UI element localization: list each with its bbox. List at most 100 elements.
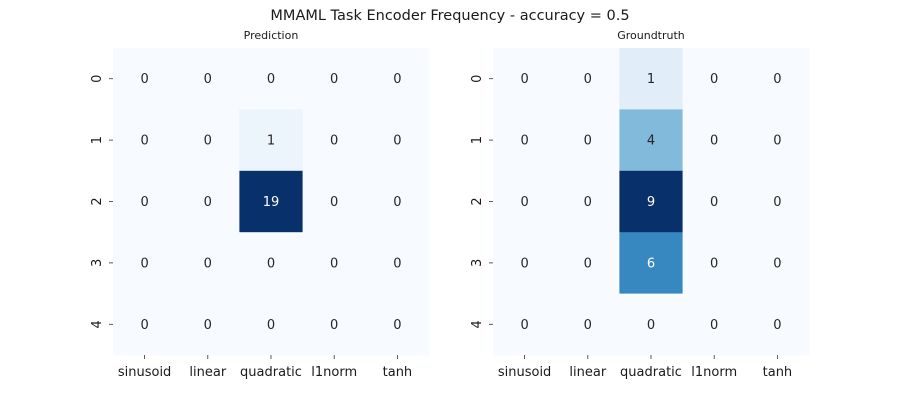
prediction-cell-r3-c0 (113, 232, 177, 295)
groundtruth-cell-label-r1-c0: 0 (520, 134, 528, 149)
groundtruth-cell-label-r3-c2: 6 (647, 256, 655, 271)
groundtruth-cell-r4-c2 (619, 293, 684, 356)
prediction-cell-r1-c3 (302, 109, 367, 172)
prediction-cell-r1-c4 (365, 109, 430, 172)
groundtruth-cell-r1-c1 (556, 109, 620, 172)
prediction-cell-r2-c2 (239, 170, 304, 233)
prediction-cell-label-r3-c3: 0 (330, 256, 338, 271)
groundtruth-cell-label-r4-c3: 0 (710, 318, 718, 333)
groundtruth-cell-r4-c3 (682, 293, 747, 356)
groundtruth-cell-r1-c2 (619, 109, 684, 172)
groundtruth-cell-label-r3-c3: 0 (710, 256, 718, 271)
prediction-cell-label-r0-c3: 0 (330, 72, 338, 87)
groundtruth-cell-label-r4-c2: 0 (647, 318, 655, 333)
groundtruth-cell-r0-c2 (619, 48, 684, 110)
groundtruth-cell-r1-c4 (745, 109, 810, 172)
groundtruth-heatmap: Groundtruth 0 0 1 0 0 0 0 4 0 0 0 0 9 0 0 0 0 6 0 0 0 0 0 0 0 sinu… (470, 29, 810, 380)
groundtruth-cell-label-r2-c1: 0 (584, 195, 592, 210)
groundtruth-cell-label-r4-c1: 0 (584, 318, 592, 333)
prediction-cell-r1-c2 (239, 109, 304, 172)
prediction-cell-label-r3-c2: 0 (267, 256, 275, 271)
groundtruth-cell-r3-c1 (556, 232, 620, 295)
prediction-y-tick-label: 4 (90, 320, 105, 328)
groundtruth-x-tick-label: tanh (763, 365, 793, 380)
prediction-x-tick-label: linear (189, 365, 226, 380)
groundtruth-cell-r3-c2 (619, 232, 684, 295)
groundtruth-cell-label-r0-c3: 0 (710, 72, 718, 87)
prediction-cell-label-r1-c2: 1 (267, 134, 275, 149)
groundtruth-cell-label-r3-c4: 0 (773, 256, 781, 271)
prediction-cell-label-r1-c4: 0 (393, 134, 401, 149)
groundtruth-cell-label-r0-c1: 0 (584, 72, 592, 87)
groundtruth-cell-label-r4-c0: 0 (520, 318, 528, 333)
prediction-cell-r0-c4 (365, 48, 430, 110)
prediction-cell-label-r4-c1: 0 (204, 318, 212, 333)
prediction-x-tick-label: sinusoid (118, 365, 171, 380)
groundtruth-cell-label-r2-c4: 0 (773, 195, 781, 210)
prediction-cell-r4-c0 (113, 293, 177, 356)
groundtruth-y-tick-label: 2 (470, 197, 485, 205)
groundtruth-cell-label-r3-c1: 0 (584, 256, 592, 271)
prediction-cell-label-r3-c4: 0 (393, 256, 401, 271)
prediction-cell-label-r2-c1: 0 (204, 195, 212, 210)
groundtruth-x-tick-label: l1norm (691, 365, 737, 380)
groundtruth-title: Groundtruth (617, 29, 685, 42)
prediction-cell-r1-c0 (113, 109, 177, 172)
prediction-cell-label-r1-c0: 0 (140, 134, 148, 149)
groundtruth-cell-r4-c0 (493, 293, 557, 356)
groundtruth-cell-label-r1-c2: 4 (647, 134, 655, 149)
prediction-cell-label-r2-c2: 19 (263, 195, 280, 210)
groundtruth-cell-r1-c3 (682, 109, 747, 172)
groundtruth-cell-label-r0-c4: 0 (773, 72, 781, 87)
groundtruth-cell-label-r2-c3: 0 (710, 195, 718, 210)
groundtruth-cell-r2-c2 (619, 170, 684, 233)
groundtruth-cell-r4-c1 (556, 293, 620, 356)
groundtruth-cell-label-r4-c4: 0 (773, 318, 781, 333)
groundtruth-x-tick-label: quadratic (620, 365, 682, 380)
prediction-cell-label-r1-c3: 0 (330, 134, 338, 149)
groundtruth-cell-label-r2-c0: 0 (520, 195, 528, 210)
prediction-heatmap: Prediction 0 0 0 0 0 0 0 1 0 0 0 0 19 0 0 0 0 0 0 0 0 0 0 0 0 sinu… (90, 29, 430, 380)
groundtruth-x-tick-label: linear (569, 365, 606, 380)
prediction-cell-r3-c4 (365, 232, 430, 295)
groundtruth-cell-label-r1-c3: 0 (710, 134, 718, 149)
prediction-cell-r2-c4 (365, 170, 430, 233)
prediction-cell-label-r1-c1: 0 (204, 134, 212, 149)
groundtruth-cell-r2-c0 (493, 170, 557, 233)
prediction-cell-r0-c0 (113, 48, 177, 110)
prediction-y-tick-label: 1 (90, 136, 105, 144)
groundtruth-x-tick-label: sinusoid (498, 365, 551, 380)
groundtruth-cell-r0-c3 (682, 48, 747, 110)
groundtruth-cell-label-r2-c2: 9 (647, 195, 655, 210)
groundtruth-cell-r3-c3 (682, 232, 747, 295)
prediction-cell-r2-c0 (113, 170, 177, 233)
groundtruth-cell-r2-c4 (745, 170, 810, 233)
groundtruth-cell-label-r0-c2: 1 (647, 72, 655, 87)
prediction-cell-r2-c3 (302, 170, 367, 233)
groundtruth-cell-label-r1-c1: 0 (584, 134, 592, 149)
prediction-cell-label-r2-c4: 0 (393, 195, 401, 210)
prediction-cell-r4-c1 (176, 293, 240, 356)
prediction-x-tick-label: l1norm (311, 365, 357, 380)
groundtruth-cell-r0-c1 (556, 48, 620, 110)
prediction-cell-label-r0-c1: 0 (204, 72, 212, 87)
groundtruth-cell-r2-c3 (682, 170, 747, 233)
prediction-cell-r0-c1 (176, 48, 240, 110)
prediction-y-tick-label: 3 (90, 259, 105, 267)
prediction-cell-r1-c1 (176, 109, 240, 172)
groundtruth-cell-r3-c4 (745, 232, 810, 295)
prediction-cell-r0-c2 (239, 48, 304, 110)
prediction-cell-r2-c1 (176, 170, 240, 233)
groundtruth-y-tick-label: 0 (470, 75, 485, 83)
prediction-cell-label-r0-c0: 0 (140, 72, 148, 87)
prediction-cell-r4-c3 (302, 293, 367, 356)
prediction-cell-label-r0-c2: 0 (267, 72, 275, 87)
prediction-cell-r3-c3 (302, 232, 367, 295)
groundtruth-cell-r2-c1 (556, 170, 620, 233)
prediction-x-tick-label: tanh (383, 365, 413, 380)
prediction-cell-label-r4-c2: 0 (267, 318, 275, 333)
groundtruth-cell-label-r1-c4: 0 (773, 134, 781, 149)
prediction-cell-r4-c2 (239, 293, 304, 356)
groundtruth-y-tick-label: 1 (470, 136, 485, 144)
